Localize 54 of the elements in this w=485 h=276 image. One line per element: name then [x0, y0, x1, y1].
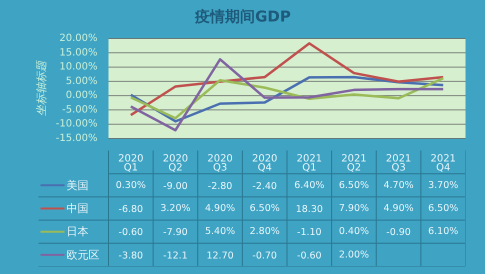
y-tick-label: 0.00% [66, 90, 98, 102]
data-label: 12.70 [206, 250, 234, 262]
y-tick-label: -10.00% [56, 118, 98, 130]
data-label: -0.60 [118, 227, 144, 238]
data-label: 6.50% [250, 203, 280, 214]
chart-title: 疫情期间GDP [194, 8, 291, 26]
data-label: 6.50% [428, 203, 458, 214]
data-label: 4.90% [204, 203, 236, 214]
data-label: -6.80 [118, 204, 144, 215]
category-label: 2020 Q3 [207, 153, 233, 174]
data-label: -1.10 [297, 227, 322, 238]
data-label: -0.60 [297, 250, 322, 262]
data-label: 2.80% [250, 226, 280, 238]
data-label: 0.30% [116, 180, 146, 191]
line-series [130, 58, 444, 132]
data-label: -9.00 [163, 180, 188, 192]
legend-label: 日本 [66, 225, 88, 238]
category-label: 2021 Q1 [296, 153, 322, 174]
data-label: 5.40% [204, 226, 236, 238]
data-label: 4.90% [383, 203, 414, 214]
category-label: 2020 Q4 [252, 153, 278, 174]
y-tick-label: -15.00% [56, 133, 98, 144]
data-label: 2.00% [338, 249, 370, 260]
data-label: -7.90 [163, 227, 188, 238]
data-label: 4.70% [383, 180, 414, 191]
legend-label: 中国 [66, 202, 88, 215]
category-label: 2020 Q2 [162, 153, 188, 174]
y-tick-label: -5.00% [62, 104, 98, 116]
data-label: -2.40 [252, 180, 277, 192]
data-label: 7.90% [338, 203, 370, 214]
line-series [130, 42, 444, 116]
data-label: 6.50% [338, 180, 370, 191]
data-label: -0.70 [252, 250, 277, 262]
data-label: 0.40% [338, 226, 370, 238]
data-label: 6.10% [428, 226, 458, 238]
data-label: -2.80 [208, 180, 232, 192]
y-axis-title: 坐标轴标题 [34, 60, 48, 116]
legend-label: 欧元区 [66, 248, 100, 262]
y-tick-label: 5.00% [66, 76, 98, 87]
category-label: 2021 Q2 [341, 153, 367, 174]
data-label: 3.20% [160, 203, 191, 214]
legend-label: 美国 [66, 178, 88, 192]
category-label: 2021 Q4 [430, 153, 456, 174]
data-label: -12.1 [163, 250, 188, 262]
data-label: -3.80 [118, 250, 144, 262]
data-label: -0.90 [386, 227, 411, 238]
data-label: 18.30 [296, 204, 323, 215]
y-tick-label: 15.00% [59, 47, 98, 58]
y-tick-label: 10.00% [59, 62, 98, 73]
category-label: 2020 Q1 [118, 153, 144, 174]
category-label: 2021 Q3 [386, 153, 412, 174]
data-label: 6.40% [294, 180, 324, 191]
data-label: 3.70% [428, 180, 458, 191]
y-tick-label: 20.00% [59, 33, 98, 44]
